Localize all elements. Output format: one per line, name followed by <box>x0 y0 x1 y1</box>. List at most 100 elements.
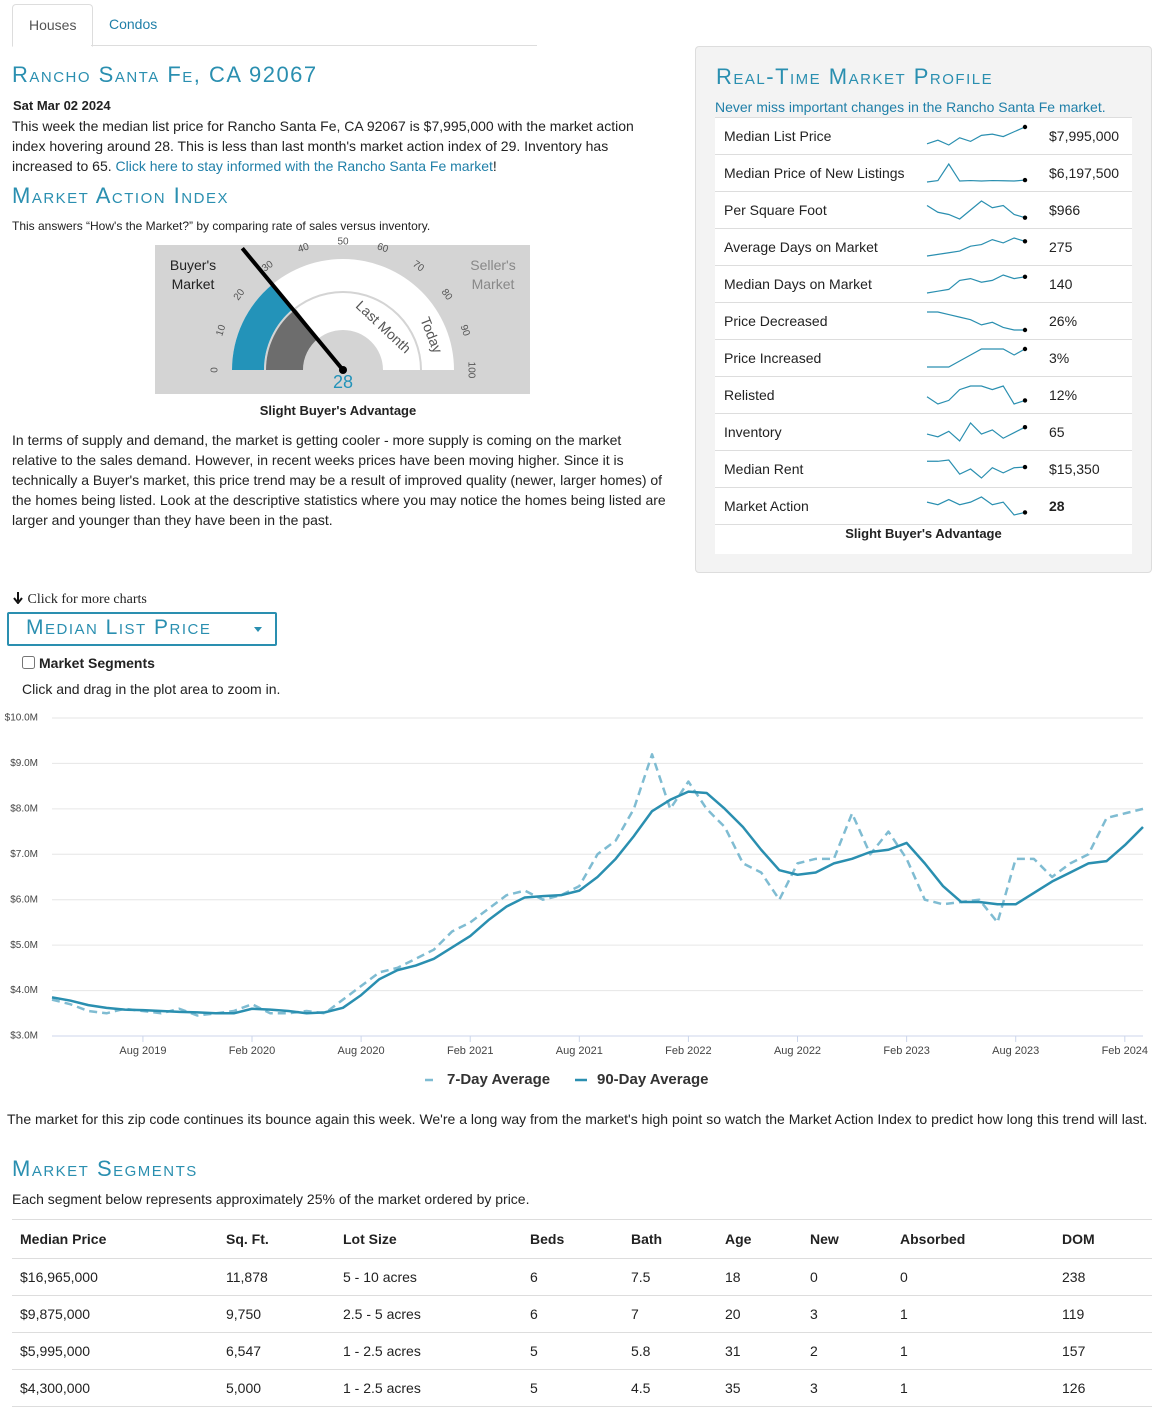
table-cell: 5 - 10 acres <box>335 1258 522 1296</box>
profile-row: Median Days on Market 140 <box>715 266 1132 303</box>
sparkline-end <box>1022 327 1028 333</box>
today-ring <box>232 259 454 370</box>
sparkline-end <box>1022 274 1028 279</box>
profile-row: Inventory 65 <box>715 414 1132 451</box>
more-charts[interactable]: Click for more charts <box>12 592 147 608</box>
subtitle: Each segment below represents approximat… <box>12 1191 530 1207</box>
tab[interactable]: Condos <box>109 16 158 32</box>
profile-panel: Real-Time Market Profile Never miss impo… <box>695 46 1152 573</box>
tab[interactable]: Houses <box>12 4 94 47</box>
gauge-tick-label: 90 <box>458 323 472 337</box>
table-cell: 9,750 <box>218 1295 335 1333</box>
sparkline <box>926 124 1028 146</box>
profile-row: Average Days on Market 275 <box>715 229 1132 266</box>
checkbox-label: Market Segments <box>39 655 155 671</box>
table-cell: 7 <box>623 1295 717 1333</box>
row-value: $6,197,500 <box>1049 165 1120 181</box>
today-band <box>232 284 293 370</box>
gauge-tick-label: 60 <box>376 241 390 255</box>
x-tick-label: Aug 2022 <box>774 1045 821 1057</box>
sparkline-end <box>1022 464 1028 470</box>
gauge-tick-label: 100 <box>465 362 476 379</box>
column-header: Sq. Ft. <box>218 1219 335 1259</box>
row-value: $966 <box>1049 202 1081 218</box>
checkbox-row: Market Segments <box>22 655 155 671</box>
table-cell: 5 <box>522 1332 623 1370</box>
gauge-caption: Slight Buyer's Advantage <box>259 403 417 418</box>
row-value: 140 <box>1049 276 1073 292</box>
hint: Click and drag in the plot area to zoom … <box>22 681 281 697</box>
profile-subtitle: Never miss important changes in the Ranc… <box>715 99 1106 115</box>
table-cell: 1 <box>892 1332 1054 1370</box>
checkbox[interactable] <box>22 656 35 669</box>
sparkline-end <box>1022 424 1028 430</box>
column-header: Beds <box>522 1219 623 1259</box>
y-tick-label: $4.0M <box>10 985 38 996</box>
profile-row: Median Price of New Listings $6,197,500 <box>715 155 1132 192</box>
buyer-label: Buyer's Market <box>169 257 217 292</box>
summary: This week the median list price for Ranc… <box>12 116 652 176</box>
y-tick-label: $9.0M <box>10 758 38 769</box>
table-cell: 238 <box>1054 1258 1152 1296</box>
gauge-tick-label: 20 <box>232 287 248 303</box>
gauge-tick-label: 80 <box>439 287 455 303</box>
profile-row: Median List Price $7,995,000 <box>715 118 1132 155</box>
table-cell: 119 <box>1054 1295 1152 1333</box>
profile-row: Median Rent $15,350 <box>715 451 1132 488</box>
sparkline-line <box>926 422 1026 442</box>
x-tick-label: Feb 2022 <box>665 1045 711 1057</box>
sparkline-end <box>1022 177 1028 183</box>
row-value: $7,995,000 <box>1049 128 1120 144</box>
y-tick-label: $7.0M <box>10 849 38 860</box>
selector-text: Median List Price <box>26 616 212 639</box>
x-tick-label: Aug 2023 <box>992 1045 1039 1057</box>
tab-line <box>91 45 537 46</box>
table-cell: 18 <box>717 1258 802 1296</box>
sparkline <box>926 496 1028 516</box>
legend-label: 90-Day Average <box>597 1071 708 1088</box>
section-title: Market Action Index <box>12 183 229 208</box>
sparkline <box>927 459 1028 479</box>
table-cell: 6,547 <box>218 1332 335 1370</box>
row-label: Inventory <box>724 424 782 440</box>
table-cell: 2.5 - 5 acres <box>335 1295 522 1333</box>
row-label: Market Action <box>724 498 809 514</box>
table-cell: $16,965,000 <box>12 1258 218 1296</box>
row-value: 3% <box>1049 350 1070 366</box>
sparkline-line <box>926 237 1026 257</box>
row-value: 65 <box>1049 424 1065 440</box>
row-value: 275 <box>1049 239 1073 255</box>
gauge-tick-label: 70 <box>410 259 426 275</box>
subtitle: This answers “How's the Market?” by comp… <box>12 219 431 233</box>
table-cell: 20 <box>717 1295 802 1333</box>
column-header: Median Price <box>12 1219 218 1259</box>
sparkline-line <box>927 459 1026 479</box>
y-tick-label: $6.0M <box>10 894 38 905</box>
needle-hub <box>339 366 347 374</box>
profile-row: Market Action 28 <box>715 488 1132 525</box>
commentary: In terms of supply and demand, the marke… <box>12 432 666 528</box>
series-line <box>51 790 1144 1015</box>
table-cell: 0 <box>802 1258 892 1296</box>
link[interactable]: Click here to stay informed with the Ran… <box>115 158 493 174</box>
sparkline-line <box>927 311 1025 331</box>
sparkline <box>926 274 1028 294</box>
sparkline-line <box>926 200 1026 220</box>
table-cell: 6 <box>522 1295 623 1333</box>
profile-table: Slight Buyer's Advantage Median List Pri… <box>715 117 1132 554</box>
sparkline-line <box>926 274 1026 294</box>
header-row: Median Price Sq. Ft. Lot Size Beds Bath Age Ne… <box>12 1219 1152 1259</box>
table-cell: 0 <box>892 1258 1054 1296</box>
table-cell: 7.5 <box>623 1258 717 1296</box>
sparkline <box>926 200 1028 220</box>
x-tick-label: Feb 2021 <box>447 1045 493 1057</box>
arrow-icon <box>13 592 23 605</box>
y-tick-label: $10.0M <box>5 713 38 724</box>
seller-label: Seller's Market <box>470 257 516 292</box>
x-tick-label: Feb 2020 <box>229 1045 275 1057</box>
row-label: Median Rent <box>724 461 804 477</box>
chart-selector[interactable]: Median List Price <box>7 612 277 646</box>
x-tick-label: Aug 2019 <box>119 1045 166 1057</box>
row-label: Average Days on Market <box>724 239 878 255</box>
